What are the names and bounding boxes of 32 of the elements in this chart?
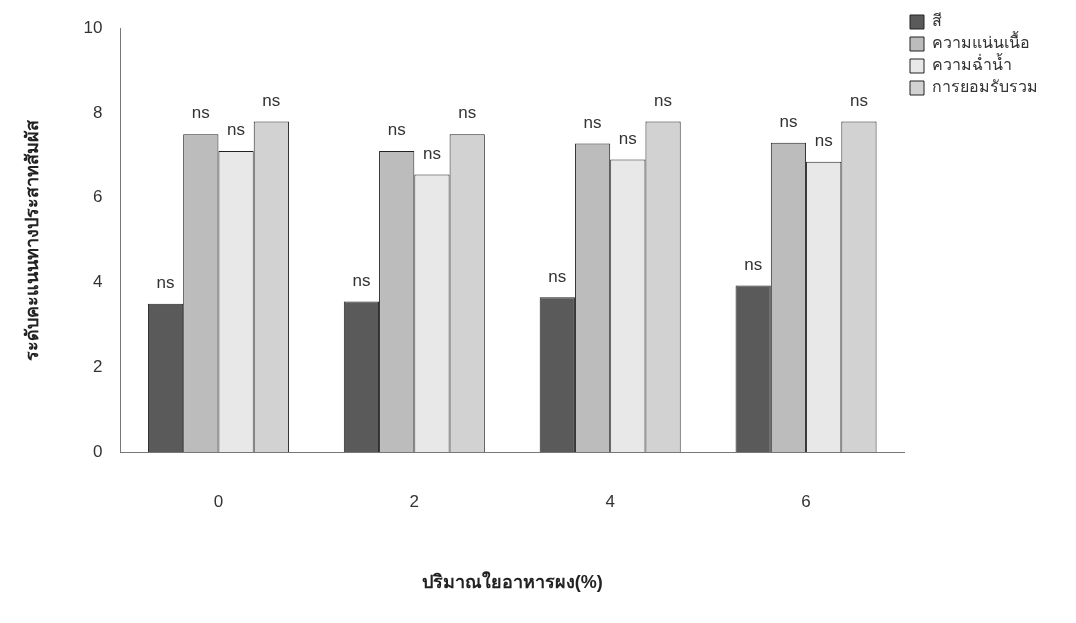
legend-label: ความฉ่ำน้ำ	[932, 53, 1012, 74]
data-label: ns	[744, 254, 763, 274]
data-label: ns	[227, 120, 246, 140]
y-tick-label: 2	[93, 356, 103, 376]
data-label: ns	[262, 90, 281, 110]
x-tick-label: 6	[801, 491, 811, 511]
data-label: ns	[422, 143, 441, 163]
y-tick-label: 0	[93, 441, 103, 461]
data-label: ns	[849, 90, 868, 110]
legend-label: สี	[932, 12, 942, 30]
data-label: ns	[191, 103, 210, 123]
data-label: ns	[156, 272, 175, 292]
data-label: ns	[654, 90, 673, 110]
data-label: ns	[618, 128, 637, 148]
legend-label: การยอมรับรวม	[932, 78, 1038, 96]
y-tick-label: 10	[83, 17, 103, 37]
data-label: ns	[814, 130, 833, 150]
x-tick-label: 2	[409, 491, 420, 511]
data-label: ns	[352, 270, 371, 290]
y-tick-label: 4	[93, 272, 103, 292]
x-tick-label: 4	[605, 491, 615, 511]
data-label: ns	[779, 111, 798, 131]
data-label: ns	[387, 120, 406, 140]
y-axis-title: ระดับคะแนนทางประสาทสัมผัส	[21, 118, 42, 361]
x-axis-title: ปริมาณใยอาหารผง(%)	[421, 571, 603, 593]
data-label: ns	[548, 266, 567, 286]
data-label: ns	[458, 103, 477, 123]
data-label: ns	[583, 112, 602, 132]
legend-label: ความแน่นเนื้อ	[932, 31, 1030, 52]
x-tick-label: 0	[213, 491, 224, 511]
y-tick-label: 6	[93, 187, 103, 207]
y-tick-label: 8	[93, 102, 103, 122]
